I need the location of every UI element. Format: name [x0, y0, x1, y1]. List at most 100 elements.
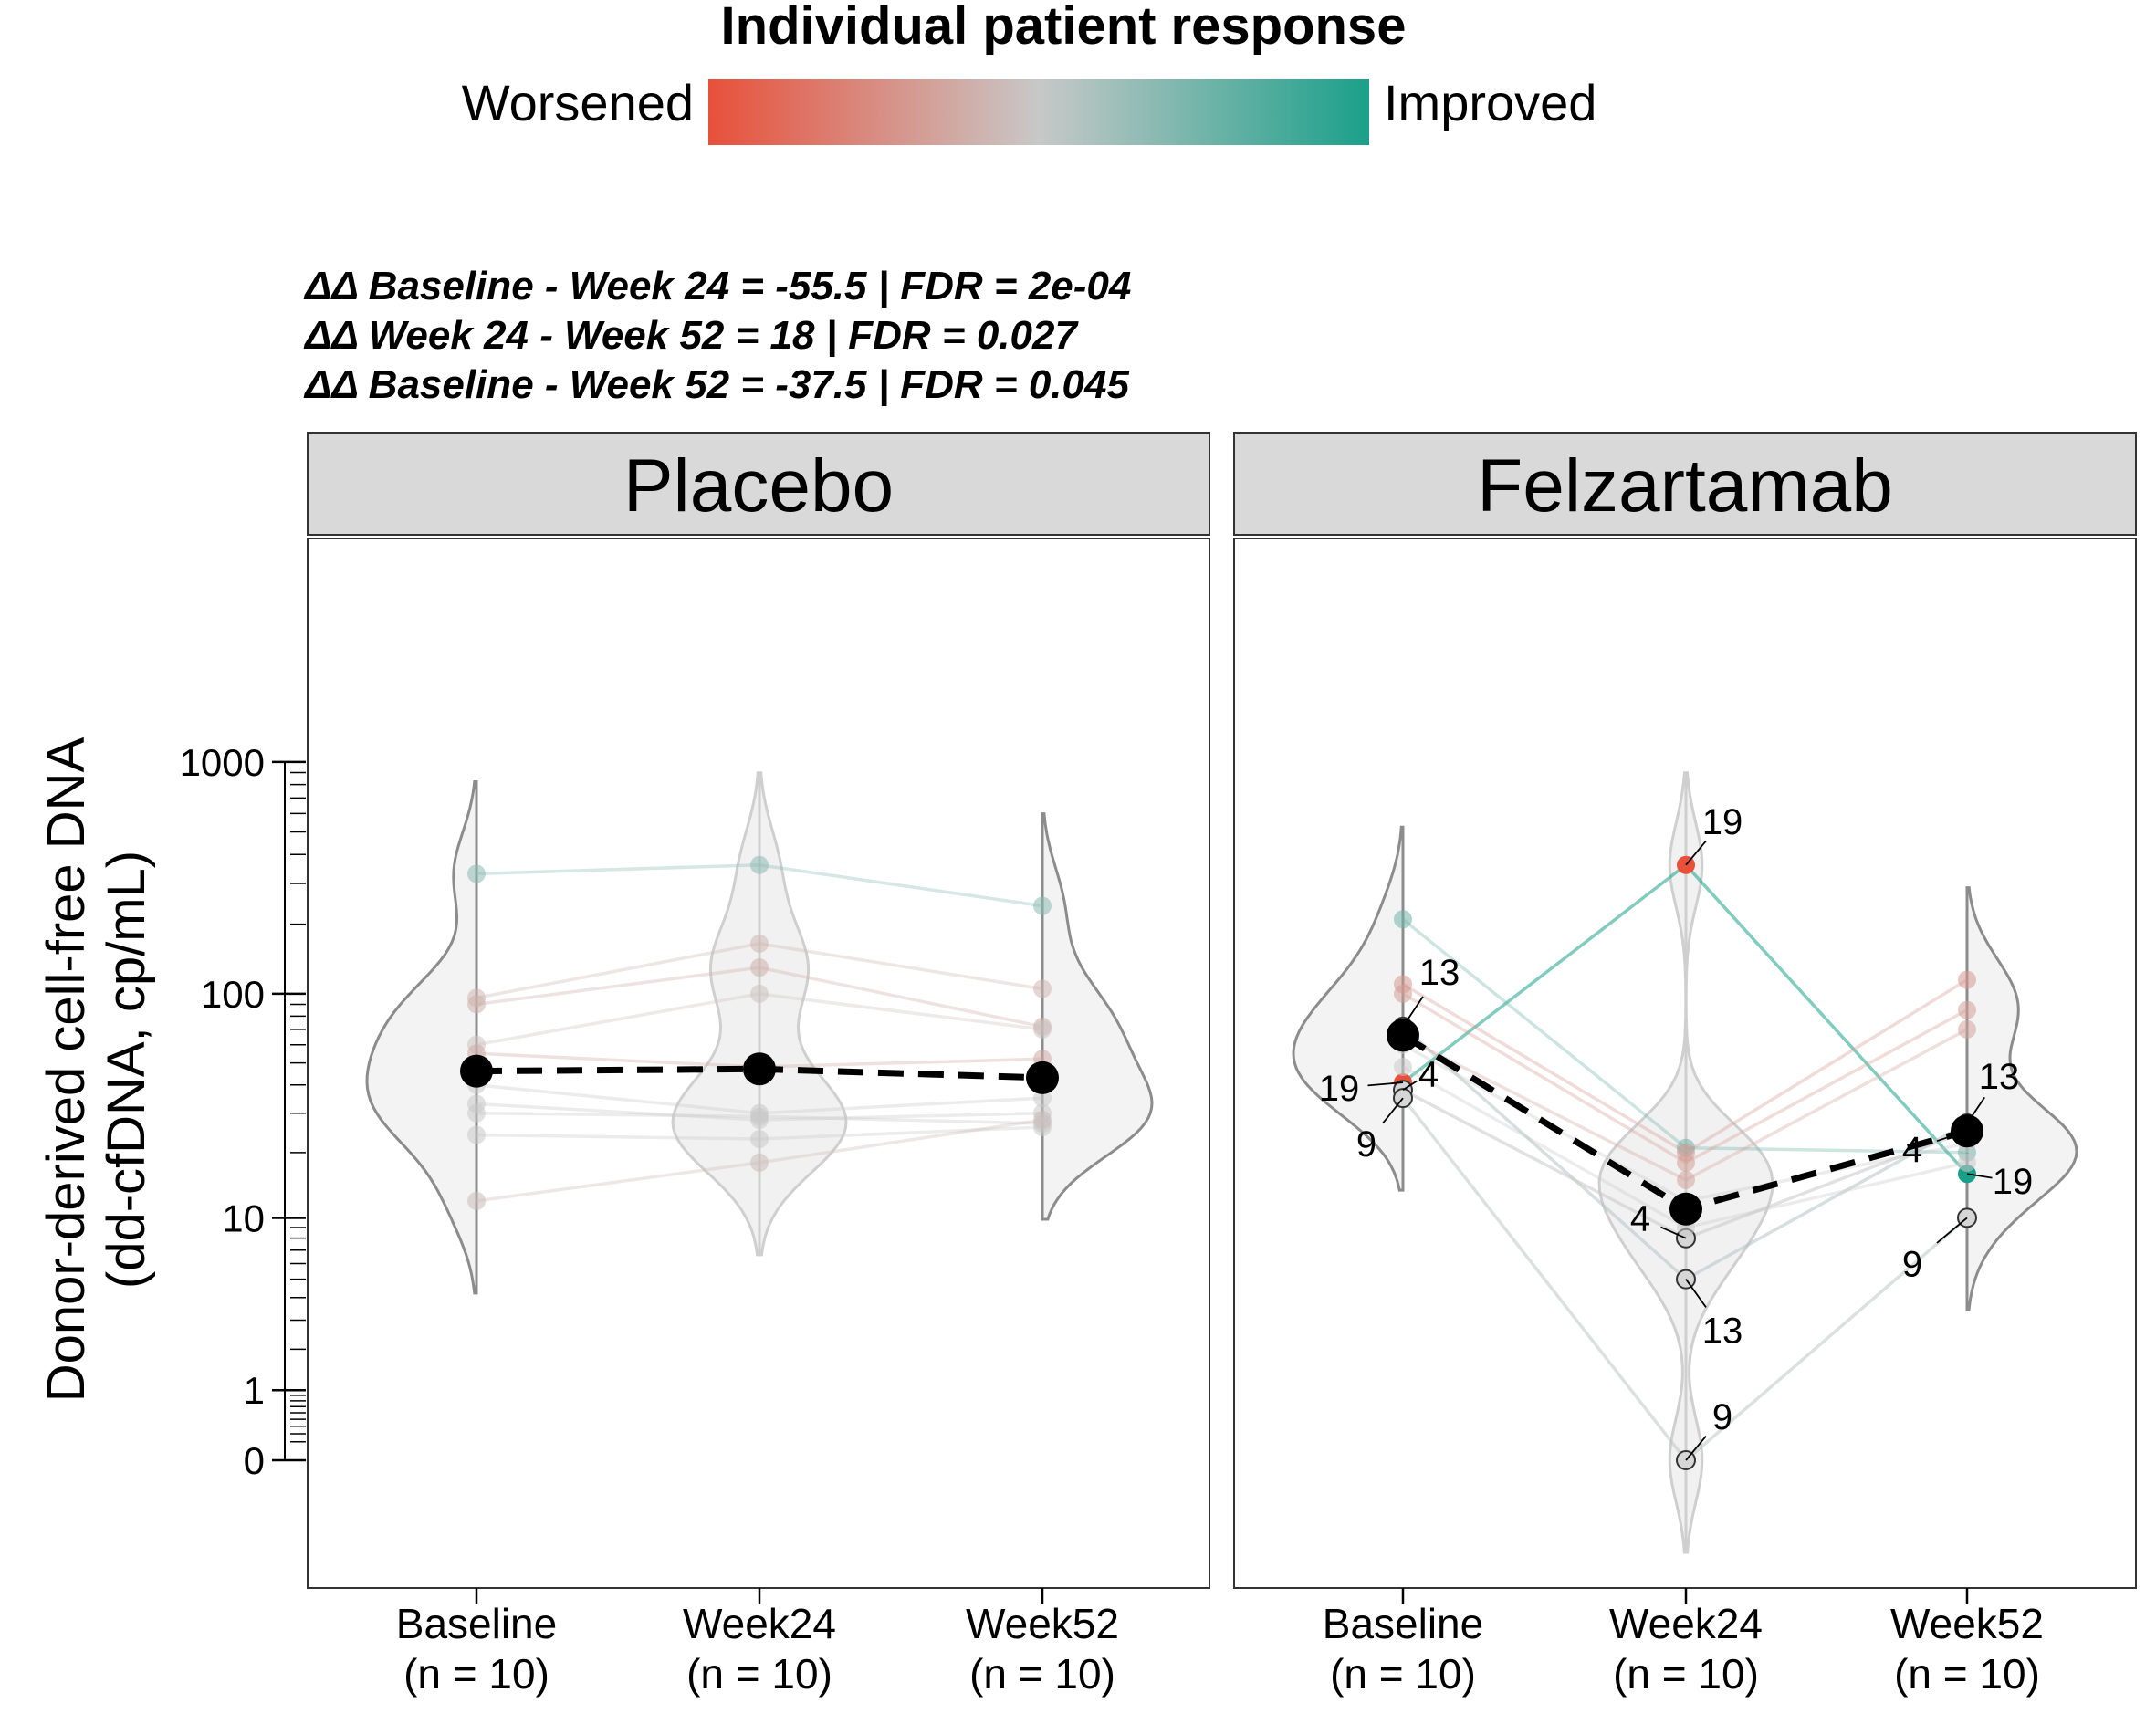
patient-point [750, 1107, 769, 1126]
x-tick-label: Week52 [1890, 1600, 2044, 1647]
y-tick-label: 100 [201, 973, 265, 1016]
point-label-leader [1402, 996, 1424, 1028]
violin [1597, 771, 1688, 1554]
x-tick-label: Week24 [1609, 1600, 1763, 1647]
patient-point [467, 864, 486, 883]
strip-label: Felzartamab [1477, 444, 1893, 528]
x-tick-n-label: (n = 10) [1894, 1650, 2040, 1698]
median-point [460, 1054, 493, 1088]
patient-point [467, 1103, 486, 1123]
patient-point [1677, 1170, 1695, 1189]
point-label: 19 [1993, 1162, 2034, 1202]
point-label: 4 [1418, 1054, 1439, 1094]
point-label: 9 [1712, 1397, 1732, 1437]
patient-point [467, 1125, 486, 1144]
patient-point [750, 934, 769, 953]
violin [365, 780, 478, 1295]
patient-point [1393, 1088, 1413, 1109]
violin [1965, 886, 2078, 1311]
patient-point [750, 984, 769, 1003]
x-tick-n-label: (n = 10) [686, 1650, 832, 1698]
patient-point [1394, 1058, 1412, 1076]
point-label-leader [1382, 1097, 1404, 1124]
strip-header [307, 432, 1210, 536]
patient-point [1033, 1019, 1052, 1039]
patient-point [750, 1153, 769, 1172]
y-tick-label: 1 [244, 1369, 265, 1412]
point-label-leader [1685, 1436, 1707, 1461]
violin [1041, 812, 1154, 1221]
y-axis-title-line-1: Donor-derived cell-free DNA [37, 737, 96, 1402]
patient-point [1394, 910, 1412, 929]
point-label: 9 [1356, 1124, 1376, 1165]
y-axis-title-line-2: (dd-cfDNA, cp/mL) [97, 851, 156, 1289]
stat-line-3: ΔΔ Baseline - Week 52 = -37.5 | FDR = 0.… [303, 362, 1129, 407]
patient-point [750, 855, 769, 874]
violin [1292, 825, 1405, 1192]
legend: Individual patient response Worsened Imp… [462, 0, 1596, 145]
x-tick-label: Baseline [1323, 1600, 1483, 1647]
patient-point [1033, 979, 1052, 998]
point-label: 13 [1702, 1311, 1743, 1352]
patient-point [1394, 984, 1412, 1003]
y-tick-label: 0 [244, 1439, 265, 1482]
patient-point [467, 995, 486, 1014]
patient-point [1958, 1000, 1976, 1019]
legend-colorbar [708, 79, 1369, 145]
legend-title: Individual patient response [721, 0, 1407, 56]
y-axis-title: Donor-derived cell-free DNA (dd-cfDNA, c… [37, 737, 156, 1402]
strip-label: Placebo [623, 444, 894, 528]
x-tick-n-label: (n = 10) [1330, 1650, 1476, 1698]
patient-point [1677, 1153, 1695, 1172]
point-label: 4 [1630, 1199, 1650, 1239]
stat-line-2: ΔΔ Week 24 - Week 52 = 18 | FDR = 0.027 [303, 313, 1079, 358]
patient-point [1958, 970, 1976, 989]
violin [758, 771, 848, 1257]
strip-header [1233, 432, 2137, 536]
median-point [1387, 1019, 1419, 1052]
point-label-leader [1936, 1130, 1968, 1143]
median-point [743, 1052, 776, 1086]
x-tick-label: Week52 [966, 1600, 1119, 1647]
patient-point [750, 1130, 769, 1148]
legend-high-label: Improved [1384, 74, 1596, 131]
median-point [1669, 1192, 1702, 1226]
violin [1684, 771, 1774, 1554]
point-label-leader [1660, 1226, 1687, 1239]
patient-point [1958, 1153, 1976, 1172]
point-label-leader [1936, 1217, 1968, 1244]
patient-point [750, 958, 769, 977]
median-point [1026, 1061, 1059, 1094]
point-label: 19 [1319, 1069, 1360, 1109]
point-label-leader [1367, 1081, 1404, 1087]
point-label-leader [1966, 1096, 1985, 1124]
violin [671, 771, 761, 1257]
point-label: 4 [1902, 1130, 1922, 1170]
patient-point [1033, 896, 1052, 915]
point-label: 13 [1979, 1057, 2020, 1097]
x-tick-label: Baseline [396, 1600, 557, 1647]
x-tick-label: Week24 [683, 1600, 836, 1647]
patient-point [1033, 1111, 1052, 1130]
point-label-leader [1685, 1279, 1707, 1308]
panel-felzartamab: Felzartamab191919131313444999Baseline(n … [1233, 432, 2137, 1698]
point-label-leader [1685, 840, 1707, 866]
x-tick-n-label: (n = 10) [969, 1650, 1115, 1698]
stats-annotation: ΔΔ Baseline - Week 24 = -55.5 | FDR = 2e… [303, 264, 1131, 407]
point-label-leader [1402, 1080, 1418, 1092]
y-tick-label: 10 [222, 1196, 265, 1239]
point-label: 13 [1419, 953, 1460, 993]
point-label: 9 [1902, 1244, 1922, 1284]
point-label-leader [1966, 1173, 1993, 1179]
legend-low-label: Worsened [462, 74, 694, 131]
stat-line-1: ΔΔ Baseline - Week 24 = -55.5 | FDR = 2e… [303, 264, 1131, 308]
x-tick-n-label: (n = 10) [1613, 1650, 1759, 1698]
y-tick-label: 1000 [180, 741, 265, 784]
patient-point [1958, 1019, 1976, 1039]
point-label: 19 [1702, 802, 1743, 842]
patient-point [467, 1191, 486, 1210]
